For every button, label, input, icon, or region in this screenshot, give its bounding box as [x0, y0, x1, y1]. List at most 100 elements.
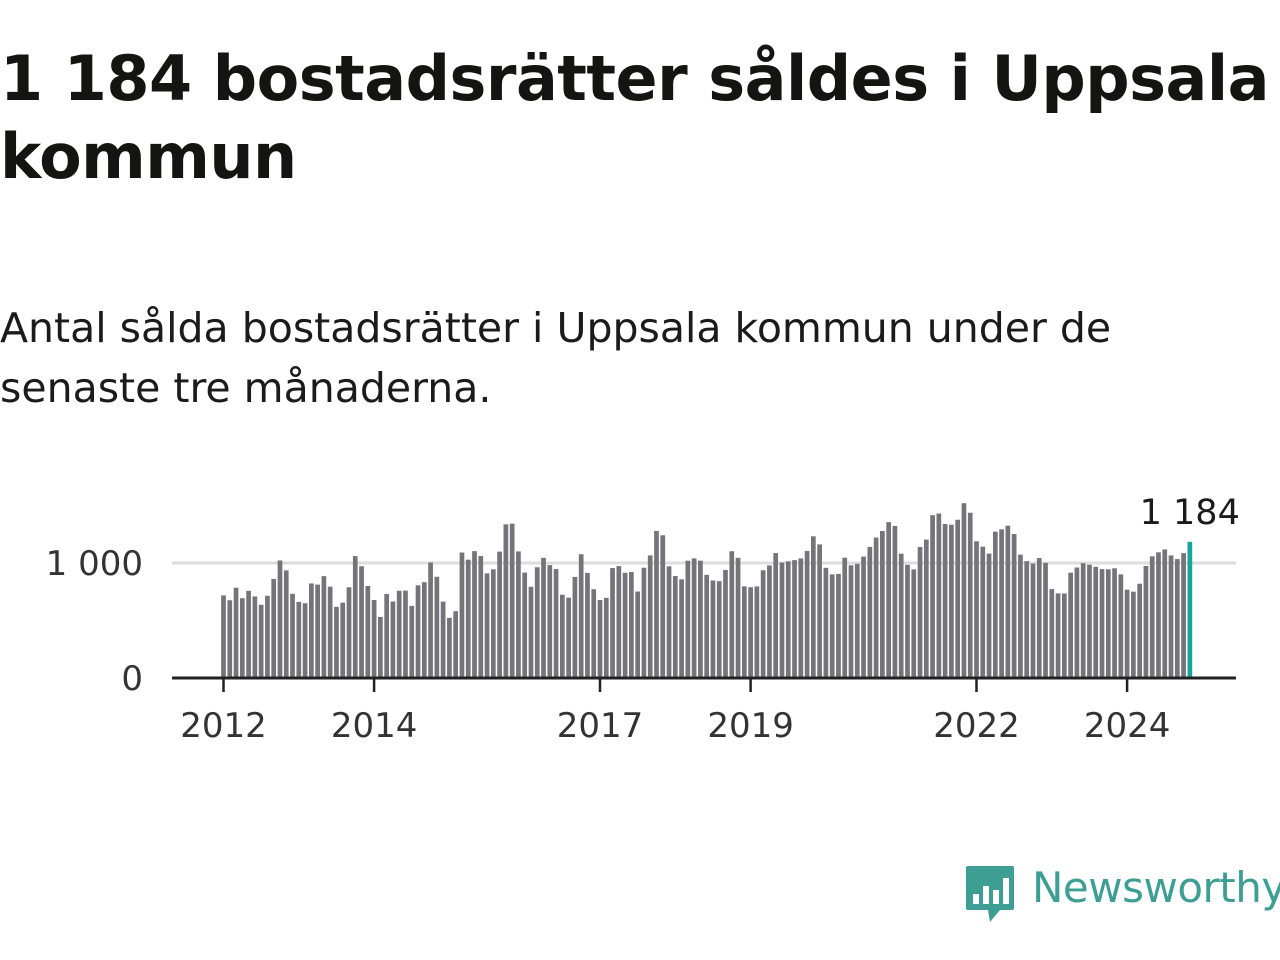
bar: [428, 562, 433, 678]
bar: [1168, 555, 1174, 678]
bar: [478, 556, 484, 678]
bar: [704, 574, 710, 678]
bar: [1049, 589, 1055, 678]
bar: [453, 611, 459, 678]
bar: [1131, 591, 1136, 678]
x-tick-label: 2014: [331, 706, 418, 746]
x-tick-label: 2022: [933, 706, 1020, 746]
bar: [1043, 562, 1048, 678]
bar: [233, 587, 239, 678]
bar: [905, 564, 910, 678]
bar: [340, 602, 346, 679]
bar: [666, 566, 672, 678]
bar: [911, 569, 917, 678]
bar: [227, 600, 233, 678]
bar: [1024, 561, 1030, 678]
bar: [603, 597, 609, 678]
bar: [359, 566, 364, 678]
highlight-value-label: 1 184: [1140, 493, 1240, 533]
bar-chart-speech-bubble-icon: [966, 866, 1014, 922]
bar: [716, 581, 722, 678]
bar: [302, 603, 308, 678]
bar: [967, 512, 973, 678]
bar: [1149, 556, 1155, 678]
chart-subtitle: Antal sålda bostadsrätter i Uppsala komm…: [0, 304, 1112, 412]
bar: [547, 565, 553, 678]
bar: [258, 604, 264, 678]
bar: [886, 522, 891, 678]
bar: [1087, 564, 1092, 678]
bar: [955, 519, 961, 678]
bar: [1030, 563, 1036, 678]
bar: [735, 557, 741, 678]
bar: [873, 537, 879, 678]
bar: [829, 574, 835, 678]
bar: [942, 524, 948, 678]
bar: [898, 553, 904, 678]
bar: [710, 580, 716, 678]
x-tick-label: 2017: [557, 706, 644, 746]
bar: [409, 605, 415, 678]
bar: [440, 601, 446, 678]
bar: [403, 590, 408, 678]
bar: [1036, 558, 1042, 678]
bar: [334, 606, 339, 678]
bar: [622, 572, 628, 678]
bar: [629, 572, 634, 678]
bar: [672, 576, 678, 678]
bar: [698, 560, 703, 678]
newsworthy-logo: Newsworthy: [964, 864, 1280, 924]
bar: [930, 515, 935, 678]
bar: [773, 553, 779, 678]
bar: [961, 503, 967, 678]
bar: [246, 590, 251, 678]
bar: [309, 583, 314, 678]
bar: [553, 569, 559, 678]
bar: [817, 544, 822, 678]
bar: [635, 591, 640, 678]
bar: [679, 579, 684, 678]
bar: [384, 594, 389, 678]
bar: [861, 556, 866, 678]
bar: [509, 523, 515, 678]
bar: [1181, 553, 1186, 678]
bar: [917, 547, 923, 678]
bar: [447, 617, 452, 678]
bar: [459, 552, 465, 678]
bar: [528, 586, 534, 678]
bar: [365, 586, 371, 678]
bar: [221, 595, 226, 678]
bar: [534, 567, 540, 678]
bar: [823, 567, 829, 678]
bar: [723, 569, 728, 678]
bar: [798, 558, 804, 678]
bar: [1011, 534, 1017, 678]
bar: [854, 563, 860, 678]
bar: [560, 594, 565, 678]
bar: [271, 578, 277, 678]
bar: [1093, 566, 1099, 678]
bar: [296, 601, 302, 678]
bar: [748, 587, 753, 678]
bar: [792, 560, 797, 678]
bar: [616, 566, 622, 678]
bar: [277, 560, 283, 678]
bar: [949, 524, 954, 678]
bar: [516, 551, 521, 678]
bar: [785, 561, 791, 678]
bar: [239, 598, 245, 678]
bar: [522, 572, 528, 678]
x-tick-label: 2012: [180, 706, 267, 746]
bar: [465, 559, 471, 678]
bar: [572, 576, 578, 678]
bar: [1055, 593, 1061, 678]
bar: [503, 524, 509, 678]
bar: [1080, 563, 1086, 678]
bar: [1068, 572, 1073, 678]
bar: [434, 576, 440, 678]
bar: [327, 586, 333, 678]
bar: [541, 557, 546, 678]
bar: [836, 573, 841, 678]
bar: [1156, 552, 1161, 678]
bar: [923, 539, 929, 678]
